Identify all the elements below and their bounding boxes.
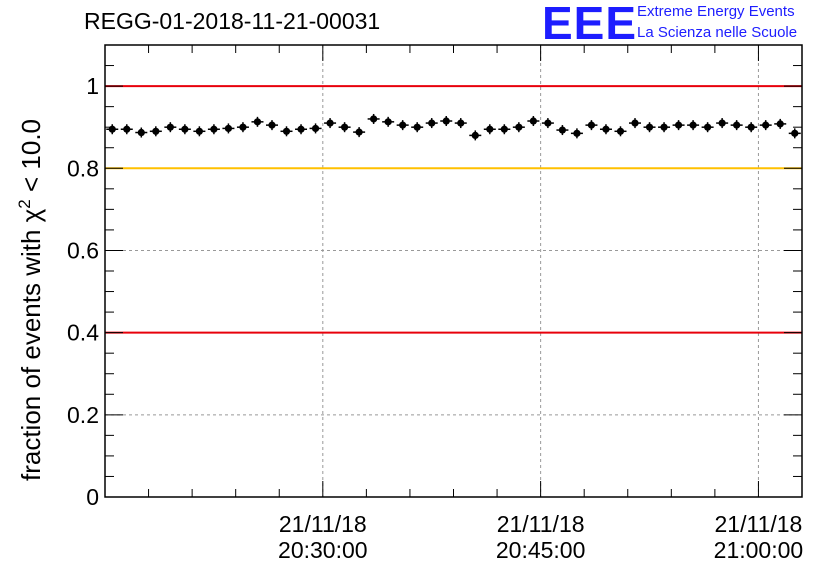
y-axis-title: fraction of events with χ2 < 10.0: [15, 119, 46, 481]
y-tick-label: 0.2: [67, 402, 99, 428]
y-axis-title-tail: < 10.0: [16, 119, 46, 199]
data-point: [776, 120, 784, 128]
x-tick-label-date: 21/11/18: [497, 511, 585, 537]
data-point: [210, 125, 218, 133]
data-point: [791, 129, 799, 137]
data-point: [326, 119, 334, 127]
data-point: [631, 119, 639, 127]
data-point: [442, 117, 450, 125]
data-point: [747, 123, 755, 131]
data-point: [268, 121, 276, 129]
data-point: [573, 129, 581, 137]
data-point: [515, 123, 523, 131]
plot-frame: [104, 44, 803, 498]
data-point: [297, 125, 305, 133]
data-point: [602, 125, 610, 133]
data-point: [166, 123, 174, 131]
y-tick-label: 0: [86, 484, 99, 510]
data-point: [733, 121, 741, 129]
data-point: [587, 121, 596, 129]
data-point: [558, 126, 567, 134]
y-tick-label: 1: [86, 73, 99, 99]
data-point: [544, 119, 552, 127]
chart-title: REGG-01-2018-11-21-00031: [84, 8, 381, 34]
data-point: [384, 118, 392, 126]
data-point: [195, 127, 203, 135]
data-point: [413, 123, 421, 131]
data-point: [370, 115, 378, 123]
data-point: [239, 123, 247, 131]
x-tick-label-time: 20:30:00: [278, 537, 368, 563]
y-axis-title-sup: 2: [15, 199, 34, 208]
data-point: [355, 128, 363, 136]
data-point: [529, 117, 537, 125]
y-axis-title-main: fraction of events with χ: [16, 208, 46, 481]
data-point: [181, 125, 189, 133]
data-point: [660, 123, 668, 131]
data-point: [486, 125, 494, 133]
y-tick-label: 0.4: [67, 320, 99, 346]
logo-line-2: La Scienza nelle Scuole: [637, 24, 798, 41]
data-point: [152, 127, 160, 135]
reference-lines: [105, 85, 802, 334]
data-point: [311, 124, 320, 133]
axis-ticks: [104, 44, 803, 498]
data-point: [645, 123, 654, 131]
eee-logo: EEE: [542, 0, 638, 49]
data-point: [399, 121, 407, 129]
data-point: [616, 127, 625, 135]
x-tick-label-date: 21/11/18: [715, 511, 803, 537]
data-point: [137, 128, 145, 137]
data-point: [108, 125, 116, 133]
y-tick-label: 0.8: [67, 155, 99, 181]
x-tick-label-time: 21:00:00: [714, 537, 804, 563]
data-point: [471, 131, 479, 139]
data-point: [253, 118, 262, 126]
y-tick-label: 0.6: [67, 237, 99, 263]
data-point: [428, 119, 436, 127]
data-point: [689, 121, 697, 129]
x-tick-label-date: 21/11/18: [279, 511, 367, 537]
data-point: [500, 125, 508, 133]
data-point: [224, 124, 233, 133]
data-point: [282, 127, 291, 135]
data-point: [340, 123, 349, 131]
data-point: [704, 123, 712, 131]
grid-lines: [105, 45, 802, 497]
data-point: [674, 121, 683, 129]
x-tick-label-time: 20:45:00: [496, 537, 586, 563]
data-point: [123, 125, 131, 133]
data-series: [106, 113, 801, 141]
data-point: [457, 119, 465, 127]
data-point: [762, 121, 770, 129]
data-point: [718, 119, 726, 127]
x-tick-labels: 21/11/1820:30:0021/11/1820:45:0021/11/18…: [278, 511, 803, 563]
y-tick-labels: 0 0.2 0.4 0.6 0.8 1: [67, 73, 99, 510]
logo-line-1: Extreme Energy Events: [637, 3, 795, 20]
